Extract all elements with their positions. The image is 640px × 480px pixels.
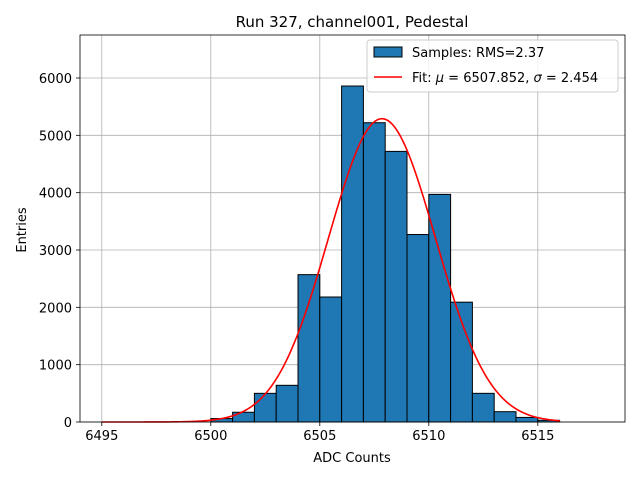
histogram-bar [297, 274, 321, 423]
legend: Samples: RMS=2.37 Fit: μ = 6507.852, σ =… [366, 39, 619, 93]
x-tick-label: 6510 [412, 429, 445, 444]
legend-fit-sigma-symbol: σ [534, 71, 543, 86]
y-tick-label: 6000 [39, 72, 72, 87]
histogram-bar [515, 416, 539, 423]
histogram-bar [384, 150, 408, 423]
y-axis-label: Entries [15, 207, 30, 253]
legend-swatch-samples [373, 46, 403, 58]
legend-label-samples: Samples: RMS=2.37 [412, 46, 544, 61]
chart-title: Run 327, channel001, Pedestal [236, 13, 469, 31]
x-axis-label: ADC Counts [313, 451, 391, 466]
histogram-bar [341, 85, 364, 423]
y-tick-label: 4000 [39, 187, 72, 202]
y-tick-label: 5000 [39, 129, 72, 144]
legend-fit-sigma-value: = 2.454 [542, 71, 598, 86]
histogram-bars [210, 85, 561, 423]
x-tick-label: 6515 [521, 429, 554, 444]
histogram-bar [232, 411, 255, 423]
histogram-bar [253, 392, 277, 423]
legend-fit-prefix: Fit: [412, 71, 436, 86]
plot-frame [79, 34, 626, 423]
y-tick-label: 2000 [39, 301, 72, 316]
x-tick-label: 6505 [303, 429, 336, 444]
x-tick-label: 6495 [85, 429, 118, 444]
x-axis-ticks: 6495 6500 6505 6510 6515 [85, 422, 554, 444]
histogram-bar [319, 296, 343, 423]
histogram-bar [275, 384, 299, 423]
histogram-bar [493, 411, 517, 423]
y-tick-label: 3000 [39, 244, 72, 259]
x-tick-label: 6500 [194, 429, 227, 444]
histogram-bar [362, 122, 386, 423]
y-tick-label: 1000 [39, 359, 72, 374]
legend-fit-mu-value: = 6507.852, [444, 71, 533, 86]
histogram-bar [406, 234, 430, 423]
legend-label-fit: Fit: μ = 6507.852, σ = 2.454 [412, 71, 598, 86]
legend-fit-mu-symbol: μ [435, 71, 444, 86]
y-axis-ticks: 0 1000 2000 3000 4000 5000 6000 [39, 72, 80, 431]
y-tick-label: 0 [64, 416, 72, 431]
histogram-bar [471, 392, 495, 423]
legend-box [366, 39, 619, 93]
